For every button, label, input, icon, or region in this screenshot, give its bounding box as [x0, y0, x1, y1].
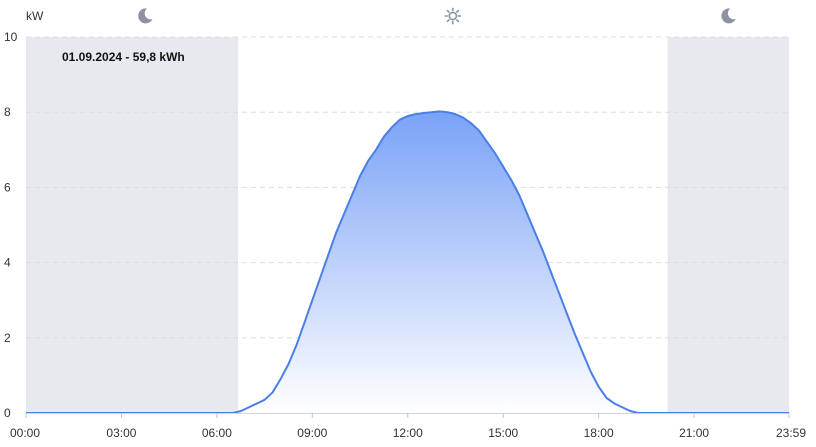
period-icons: [138, 7, 736, 25]
moon-icon: [138, 8, 153, 24]
x-tick-label: 21:00: [679, 426, 709, 440]
moon-shape: [138, 8, 153, 24]
sun-ray: [455, 9, 460, 13]
x-tick-label: 03:00: [106, 426, 136, 440]
x-tick-label: 00:00: [10, 426, 40, 440]
series-line: [26, 110, 789, 414]
axes: 0 2 4 6 8 10 00:00 03:00 06:00 09:00 12:00 15:00 18:…: [4, 30, 806, 440]
series-area: [26, 110, 789, 414]
sun-ray: [446, 9, 450, 13]
moon-icon: [721, 8, 736, 24]
series-area-fill: [26, 111, 789, 414]
x-tick-label: 15:00: [488, 426, 518, 440]
x-tick-label: 09:00: [297, 426, 327, 440]
x-tick-label: 12:00: [393, 426, 423, 440]
y-axis-unit: kW: [26, 9, 44, 23]
night-period-2: [667, 37, 789, 413]
y-tick-label: 8: [4, 105, 11, 119]
moon-shape: [721, 8, 736, 24]
y-tick-label: 0: [4, 406, 11, 420]
y-tick-label: 10: [4, 30, 18, 44]
y-tick-label: 4: [4, 256, 11, 270]
sun-ray: [455, 19, 460, 23]
y-tick-label: 6: [4, 180, 11, 194]
x-tick-label: 23:59: [776, 426, 806, 440]
sun-icon: [444, 7, 462, 25]
x-tick-label: 18:00: [584, 426, 614, 440]
y-tick-label: 2: [4, 331, 11, 345]
sun-core: [448, 11, 458, 21]
sun-ray: [446, 19, 450, 23]
night-shading: [26, 37, 789, 413]
night-period-1: [26, 37, 239, 413]
daily-summary: 01.09.2024 - 59,8 kWh: [62, 50, 185, 64]
x-tick-label: 06:00: [202, 426, 232, 440]
